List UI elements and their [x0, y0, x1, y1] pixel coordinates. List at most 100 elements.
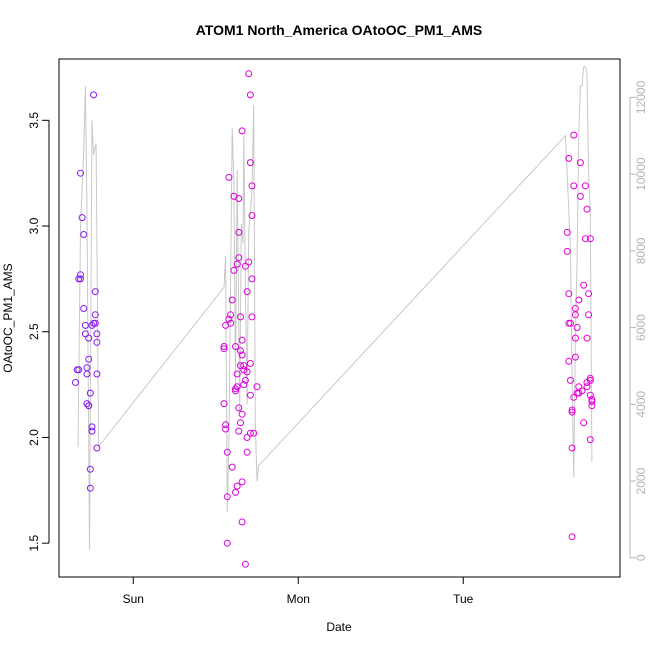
data-point [77, 169, 84, 177]
data-point [83, 370, 91, 378]
data-point [586, 235, 594, 243]
data-point [567, 376, 574, 384]
data-point [90, 319, 98, 327]
data-point [246, 360, 254, 367]
plot-frame [58, 58, 621, 578]
data-point [567, 319, 574, 327]
data-point [228, 296, 236, 304]
x-axis: Sun Mon Tue [123, 576, 474, 606]
data-point [565, 290, 573, 298]
data-point [570, 393, 578, 401]
y2-tick-label: 8000 [634, 237, 648, 264]
data-point [243, 288, 251, 296]
x-tick-label: Sun [123, 592, 144, 606]
x-axis-label: Date [326, 620, 352, 634]
data-point [85, 355, 93, 363]
data-point [576, 159, 584, 167]
data-point [571, 353, 579, 361]
data-point [586, 374, 594, 382]
data-point [588, 402, 596, 410]
y-axis-label: OAtoOC_PM1_AMS [1, 263, 15, 372]
data-point [72, 379, 79, 386]
data-point [77, 275, 84, 283]
data-point [235, 404, 243, 412]
data-point [223, 493, 231, 501]
data-point [91, 311, 99, 319]
data-point [93, 338, 101, 346]
data-point [576, 192, 584, 200]
data-point [563, 228, 571, 236]
data-point [228, 463, 236, 471]
data-point [225, 315, 233, 323]
data-point [571, 305, 579, 312]
data-point [230, 266, 238, 274]
data-point [248, 182, 256, 190]
data-point [570, 182, 578, 190]
y-tick-label: 1.5 [27, 535, 41, 552]
data-point [580, 419, 588, 427]
data-point [241, 560, 249, 568]
data-point [581, 182, 589, 190]
data-point [246, 429, 254, 437]
y-tick-label: 2.5 [27, 323, 41, 340]
data-point [238, 336, 246, 344]
data-point [237, 313, 244, 321]
x-tick-label: Tue [453, 592, 474, 606]
data-point [235, 228, 243, 236]
data-point [565, 154, 573, 162]
data-point [568, 444, 576, 452]
chart-title: ATOM1 North_America OAtoOC_PM1_AMS [196, 22, 483, 38]
data-point [241, 262, 249, 270]
data-point [583, 205, 591, 213]
y2-tick-label: 10000 [634, 157, 648, 191]
data-point [237, 347, 244, 355]
data-point [227, 319, 235, 327]
data-point [568, 406, 576, 414]
data-point [580, 281, 588, 289]
data-point [233, 383, 241, 391]
data-point [80, 231, 88, 238]
y2-tick-label: 4000 [634, 391, 648, 418]
data-point [585, 311, 593, 319]
data-point [238, 518, 246, 526]
data-point [88, 423, 96, 431]
data-point [240, 381, 248, 389]
data-point [75, 366, 83, 374]
data-point [233, 370, 241, 378]
data-point [220, 345, 228, 353]
data-point [583, 383, 591, 391]
x-tick-label: Mon [287, 592, 310, 606]
data-point [223, 448, 231, 456]
y2-tick-label: 2000 [634, 467, 648, 494]
data-point [568, 533, 576, 541]
data-point [220, 343, 228, 350]
line-layer [77, 66, 593, 551]
data-point [235, 195, 243, 202]
data-point [237, 419, 244, 427]
data-point [240, 362, 248, 370]
data-point [90, 91, 98, 99]
y-tick-label: 2.0 [27, 429, 41, 446]
data-point [573, 324, 581, 331]
data-point [575, 383, 583, 391]
data-point [81, 330, 89, 338]
data-point [233, 482, 241, 490]
data-point [243, 434, 251, 441]
y-axis: 1.5 2.0 2.5 3.0 3.5 [27, 112, 50, 552]
data-point [86, 484, 94, 492]
data-point [223, 539, 231, 547]
data-point [246, 91, 254, 99]
data-point [222, 425, 230, 433]
data-point [586, 391, 594, 399]
data-point [246, 391, 254, 399]
points-layer [72, 70, 596, 568]
data-point [235, 427, 243, 435]
data-point [248, 313, 256, 321]
data-point [232, 343, 239, 350]
data-point [243, 368, 251, 376]
data-point [248, 275, 256, 283]
data-point [245, 70, 253, 78]
data-point [245, 258, 253, 266]
data-point [586, 376, 594, 384]
